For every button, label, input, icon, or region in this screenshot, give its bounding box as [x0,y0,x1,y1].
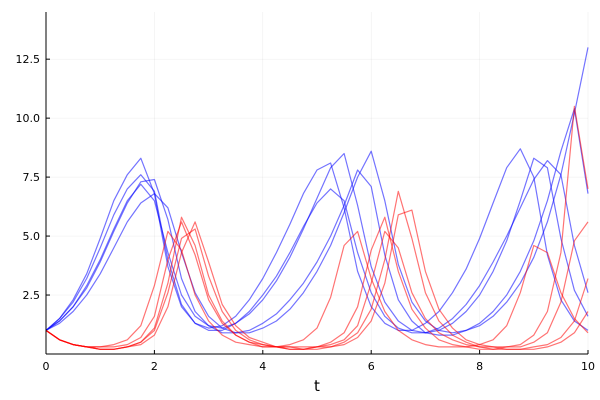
grid-lines [45,12,589,354]
x-tick-label: 8 [476,360,483,373]
x-tick-label: 0 [43,360,50,373]
x-tick-label: 4 [259,360,266,373]
tick-labels: 0 2 4 6 8 10 2.5 5.0 7.5 10.0 12.5 [16,53,596,373]
series-line-3 [45,148,589,331]
x-tick-label: 6 [368,360,375,373]
x-tick-label: 2 [151,360,158,373]
series-line-8 [45,230,589,348]
series-line-4 [45,47,589,334]
y-tick-label: 7.5 [23,171,41,184]
x-tick-label: 10 [581,360,595,373]
series-line-10 [45,105,589,350]
series-line-5 [45,152,589,334]
axes [45,12,589,355]
series-lines [45,47,589,350]
series-line-1 [45,160,589,334]
x-axis-title: t [314,377,320,395]
y-tick-label: 12.5 [16,53,41,66]
y-tick-label: 10.0 [16,112,41,125]
y-tick-label: 2.5 [23,289,41,302]
series-line-9 [45,209,589,350]
y-tick-label: 5.0 [23,230,41,243]
